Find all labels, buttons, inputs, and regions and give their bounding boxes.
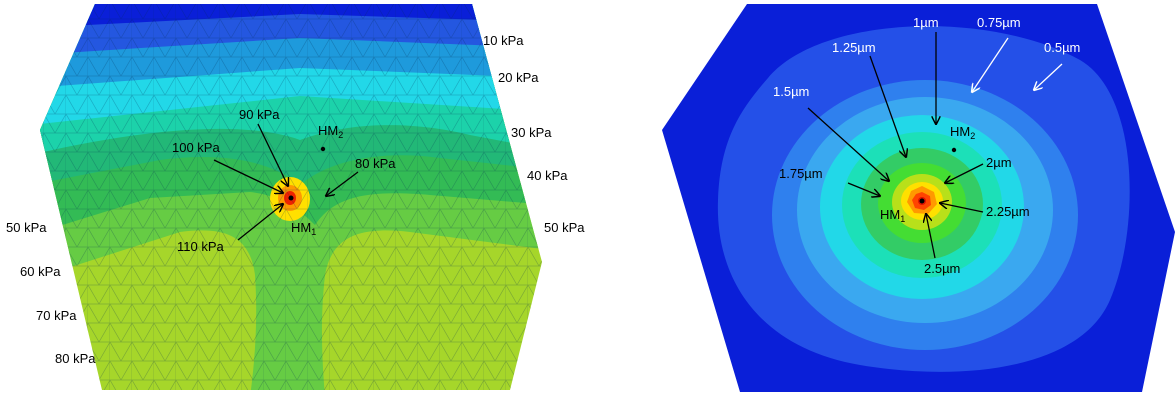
- label-225um: 2.25µm: [986, 204, 1030, 219]
- label-2um: 2µm: [986, 155, 1012, 170]
- label-hm2-left: HM2: [318, 123, 343, 140]
- label-70kpa-left: 70 kPa: [36, 308, 77, 323]
- label-15um: 1.5µm: [773, 84, 809, 99]
- arrow-175um: [847, 182, 880, 196]
- label-30kpa-right: 30 kPa: [511, 125, 552, 140]
- arrow-25um: [926, 214, 936, 259]
- arrow-15um: [807, 107, 889, 181]
- left-arrows: [213, 123, 359, 241]
- label-50kpa-left: 50 kPa: [6, 220, 47, 235]
- arrow-225um: [940, 203, 984, 213]
- label-80kpa-left: 80 kPa: [55, 351, 96, 366]
- displacement-field-panel: [662, 4, 1175, 392]
- arrow-80kpa: [326, 171, 359, 196]
- label-80kpa-center: 80 kPa: [355, 156, 396, 171]
- label-hm1-right: HM1: [880, 207, 905, 224]
- label-hm1-left: HM1: [291, 220, 316, 237]
- arrow-2um: [945, 163, 984, 183]
- label-40kpa-right: 40 kPa: [527, 168, 568, 183]
- label-175um: 1.75µm: [779, 166, 823, 181]
- label-075um: 0.75µm: [977, 15, 1021, 30]
- arrow-100kpa: [213, 159, 283, 193]
- arrow-05um: [1034, 63, 1063, 90]
- hm1-point-left: [288, 195, 294, 201]
- right-arrows-white: [972, 37, 1063, 92]
- arrow-90kpa: [257, 123, 288, 186]
- label-90kpa: 90 kPa: [239, 107, 280, 122]
- arrow-110kpa: [237, 204, 283, 241]
- label-50kpa-right: 50 kPa: [544, 220, 585, 235]
- label-100kpa: 100 kPa: [172, 140, 220, 155]
- label-hm2-right: HM2: [950, 124, 975, 141]
- right-arrows-black: [807, 32, 984, 259]
- arrow-075um: [972, 37, 1009, 92]
- hm2-point-right: [951, 147, 957, 153]
- label-20kpa-right: 20 kPa: [498, 70, 539, 85]
- label-110kpa: 110 kPa: [177, 239, 225, 254]
- label-125um: 1.25µm: [832, 40, 876, 55]
- label-10kpa-right: 10 kPa: [483, 33, 524, 48]
- label-1um: 1µm: [913, 15, 939, 30]
- label-25um: 2.5µm: [924, 261, 960, 276]
- hm1-point-right: [919, 198, 925, 204]
- left-labels: 10 kPa 20 kPa 30 kPa 40 kPa 50 kPa 50 kP…: [6, 33, 585, 366]
- arrow-125um: [869, 55, 906, 157]
- hm2-point-left: [320, 146, 326, 152]
- label-60kpa-left: 60 kPa: [20, 264, 61, 279]
- label-05um: 0.5µm: [1044, 40, 1080, 55]
- right-labels: 1µm 0.75µm 0.5µm 1.25µm 1.5µm 1.75µm 2µm…: [773, 15, 1080, 276]
